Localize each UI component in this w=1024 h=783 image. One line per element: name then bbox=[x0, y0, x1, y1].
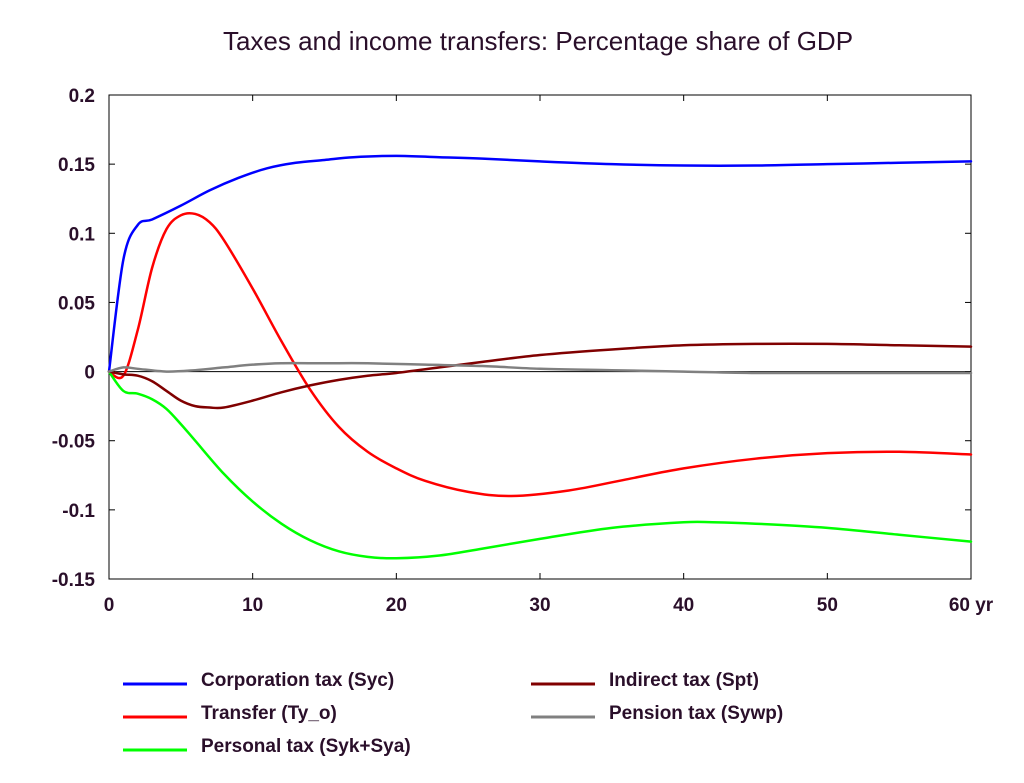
legend-item: Corporation tax (Syc) bbox=[123, 670, 394, 691]
legend-item: Indirect tax (Spt) bbox=[531, 670, 759, 691]
series-line-indirect-tax-spt bbox=[107, 342, 973, 410]
legend-label: Pension tax (Sywp) bbox=[609, 703, 783, 724]
y-tick-label: 0 bbox=[84, 363, 95, 384]
x-axis: 0 10 20 30 40 50 60 yr bbox=[104, 95, 994, 616]
x-tick-label: 10 bbox=[242, 595, 263, 616]
y-tick-label: 0.1 bbox=[69, 224, 96, 245]
y-tick-label: 0.15 bbox=[58, 155, 95, 176]
legend-label: Transfer (Ty_o) bbox=[201, 703, 337, 724]
x-tick-label: 0 bbox=[104, 595, 115, 616]
y-tick-label: -0.05 bbox=[52, 432, 96, 453]
x-tick-label: 50 bbox=[817, 595, 838, 616]
legend-label: Personal tax (Syk+Sya) bbox=[201, 736, 411, 757]
y-tick-label: 0.2 bbox=[69, 86, 95, 107]
y-tick-label: -0.15 bbox=[52, 570, 96, 591]
legend-item: Transfer (Ty_o) bbox=[123, 703, 337, 724]
plot-frame bbox=[108, 94, 972, 580]
x-tick-label: 40 bbox=[673, 595, 694, 616]
legend-item: Personal tax (Syk+Sya) bbox=[123, 736, 411, 757]
series-line-personal-tax-syk-sya bbox=[107, 370, 973, 560]
series-line-transfer-ty-o bbox=[107, 211, 973, 498]
series-line-corporation-tax-syc bbox=[107, 154, 973, 373]
series-line-pension-tax-sywp bbox=[107, 361, 973, 375]
legend-item: Pension tax (Sywp) bbox=[531, 703, 783, 724]
chart-title: Taxes and income transfers: Percentage s… bbox=[223, 26, 853, 56]
legend-label: Indirect tax (Spt) bbox=[609, 670, 759, 691]
x-tick-label: 20 bbox=[386, 595, 407, 616]
legend: Corporation tax (Syc) Indirect tax (Spt) T… bbox=[123, 670, 783, 757]
x-tick-label: 60 yr bbox=[949, 595, 994, 616]
y-tick-label: 0.05 bbox=[58, 293, 95, 314]
x-tick-label: 30 bbox=[529, 595, 550, 616]
y-tick-label: -0.1 bbox=[62, 501, 95, 522]
series-group bbox=[107, 154, 973, 560]
y-axis: 0.2 0.15 0.1 0.05 0 -0.05 -0.1 -0.15 bbox=[52, 86, 971, 591]
legend-label: Corporation tax (Syc) bbox=[201, 670, 394, 691]
